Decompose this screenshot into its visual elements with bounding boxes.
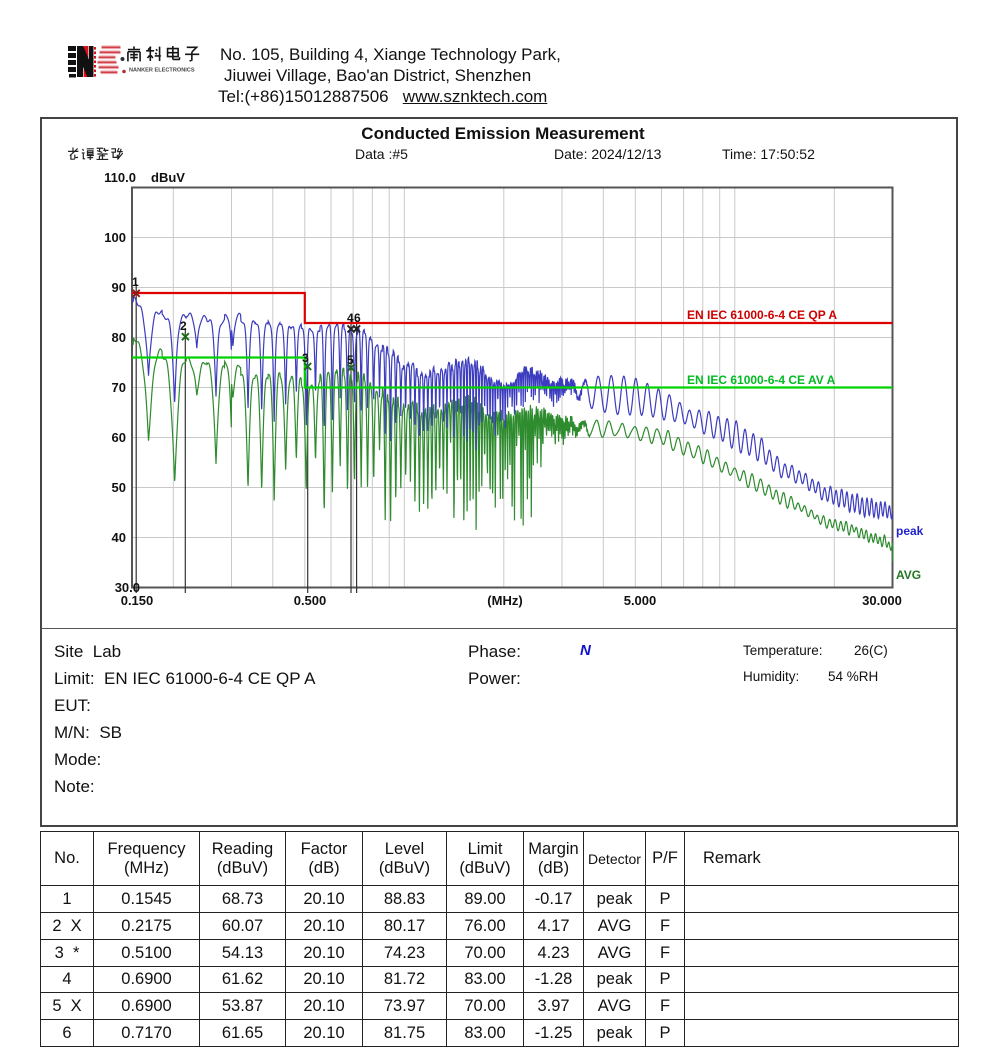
svg-text:90: 90: [112, 280, 126, 295]
svg-text:5: 5: [347, 353, 354, 367]
svg-text:0.500: 0.500: [294, 593, 327, 608]
svg-text:3: 3: [302, 351, 309, 365]
svg-text:100: 100: [104, 230, 126, 245]
svg-text:NANKER ELECTRONICS: NANKER ELECTRONICS: [129, 68, 195, 74]
svg-text:EN IEC 61000-6-4 CE QP A: EN IEC 61000-6-4 CE QP A: [687, 308, 837, 322]
svg-text:40: 40: [112, 530, 126, 545]
svg-text:30.0: 30.0: [115, 580, 140, 595]
svg-text:AVG: AVG: [896, 568, 921, 582]
svg-text:dBuV: dBuV: [151, 170, 185, 185]
svg-text:peak: peak: [896, 524, 924, 538]
svg-text:30.000: 30.000: [862, 593, 902, 608]
svg-text:80: 80: [112, 330, 126, 345]
svg-text:EN IEC 61000-6-4 CE AV A: EN IEC 61000-6-4 CE AV A: [687, 373, 836, 387]
svg-text:1: 1: [132, 275, 139, 289]
svg-text:4: 4: [347, 311, 354, 325]
svg-text:(MHz): (MHz): [487, 593, 522, 608]
svg-text:70: 70: [112, 380, 126, 395]
svg-text:110.0: 110.0: [104, 170, 136, 185]
svg-text:60: 60: [112, 430, 126, 445]
svg-text:5.000: 5.000: [624, 593, 657, 608]
svg-text:2: 2: [180, 319, 187, 333]
svg-text:50: 50: [112, 480, 126, 495]
svg-text:0.150: 0.150: [121, 593, 154, 608]
svg-text:6: 6: [354, 311, 361, 325]
